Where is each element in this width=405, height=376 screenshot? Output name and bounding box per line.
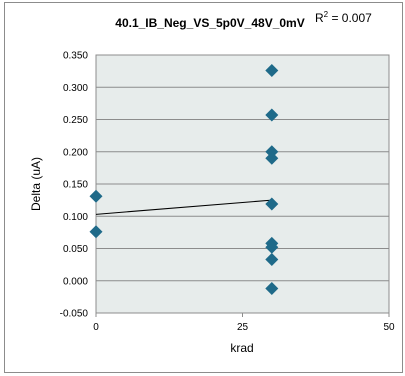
- data-point-marker: [265, 240, 279, 254]
- y-tick-label: 0.350: [63, 51, 88, 62]
- r-squared-symbol: R: [315, 11, 324, 25]
- y-axis-title: Delta (uA): [29, 157, 43, 211]
- chart-title: 40.1_IB_Neg_VS_5p0V_48V_0mV: [115, 16, 304, 30]
- y-tick-label: 0.000: [63, 276, 88, 287]
- data-points: [89, 63, 279, 295]
- r-squared-value: = 0.007: [328, 11, 372, 25]
- y-tick-label: -0.050: [60, 309, 89, 320]
- x-tick-label: 50: [383, 322, 395, 333]
- y-axis-ticks: -0.050 0.000 0.050 0.100 0.150 0.200 0.250 0.30…: [60, 51, 89, 320]
- y-tick-label: 0.200: [63, 147, 88, 158]
- x-axis-ticks: 0 25 50: [93, 313, 395, 333]
- r-squared-exponent: 2: [324, 10, 329, 19]
- y-tick-label: 0.100: [63, 212, 88, 223]
- y-tick-label: 0.150: [63, 180, 88, 191]
- data-point-marker: [265, 197, 279, 211]
- data-point-marker: [265, 63, 279, 77]
- trendline: [95, 199, 272, 215]
- trendline-group: [95, 199, 272, 215]
- gridlines: [96, 54, 389, 314]
- data-point-marker: [265, 151, 279, 165]
- y-tick-label: 0.250: [63, 115, 88, 126]
- y-tick-label: 0.050: [63, 244, 88, 255]
- y-tick-label: 0.300: [63, 83, 88, 94]
- x-tick-label: 25: [237, 322, 249, 333]
- r-squared-label: R2 = 0.007: [315, 10, 372, 25]
- x-axis-title: krad: [230, 341, 253, 355]
- data-point-marker: [265, 281, 279, 295]
- data-point-marker: [89, 189, 103, 203]
- data-point-marker: [265, 108, 279, 122]
- data-point-marker: [89, 225, 103, 239]
- data-point-marker: [265, 252, 279, 266]
- x-tick-label: 0: [93, 322, 99, 333]
